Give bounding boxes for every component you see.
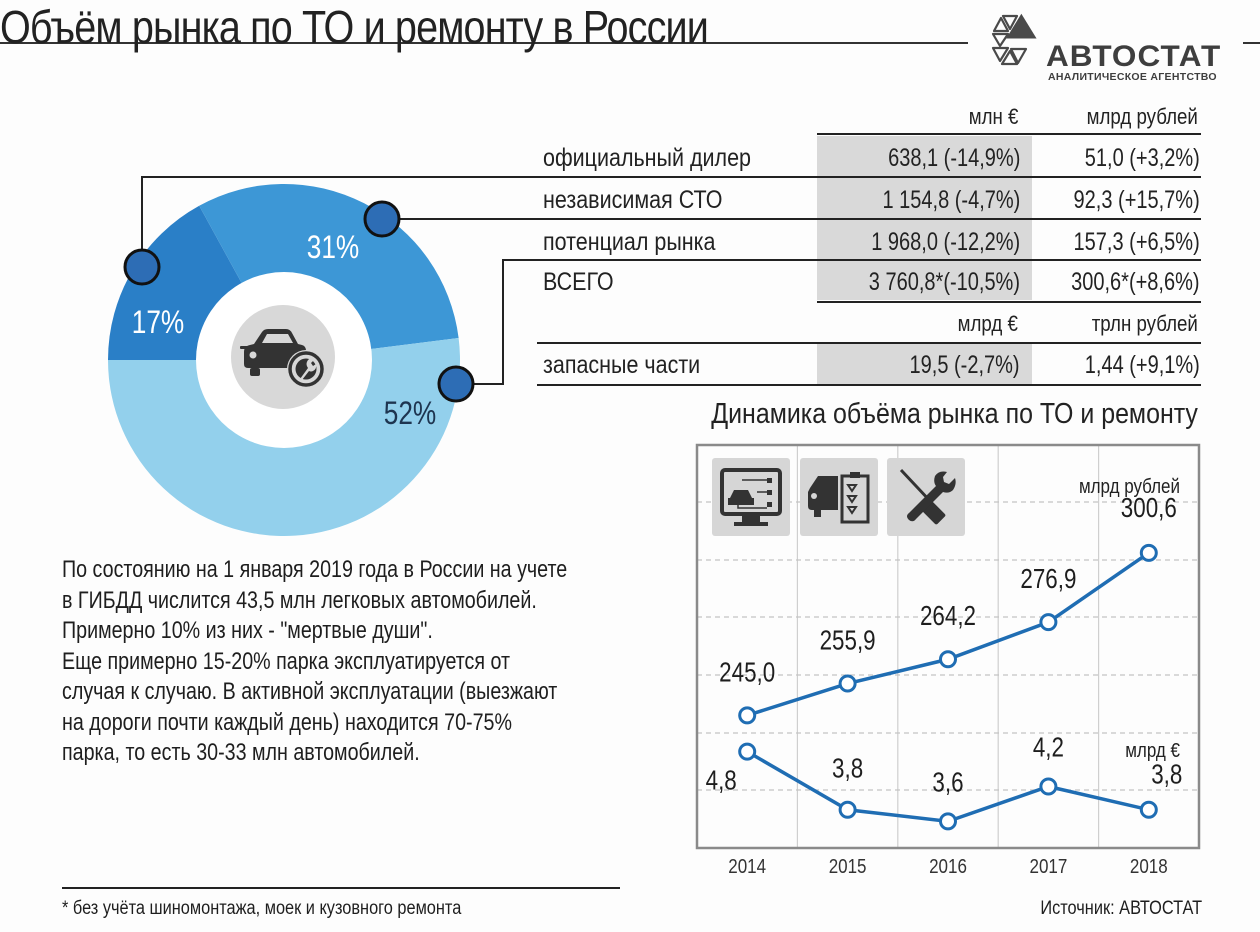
series-rub-data-label: 255,9 bbox=[820, 625, 876, 656]
footnote: * без учёта шиномонтажа, моек и кузовног… bbox=[62, 898, 462, 919]
series-rub-data-label: 300,6 bbox=[1121, 493, 1177, 524]
series-rub-point bbox=[1039, 613, 1058, 632]
row-label: официальный дилер bbox=[543, 144, 752, 172]
row-rule bbox=[537, 384, 1201, 386]
series-eur-data-label: 3,8 bbox=[832, 753, 863, 784]
slice-label-sto: 31% bbox=[307, 231, 360, 266]
header-rule-right bbox=[1243, 42, 1260, 44]
logo-subtitle: АНАЛИТИЧЕСКОЕ АГЕНТСТВО bbox=[1048, 71, 1217, 83]
header-rule-left bbox=[0, 42, 968, 44]
marker-sto bbox=[363, 200, 401, 238]
x-tick-label: 2018 bbox=[1130, 855, 1168, 878]
slice-label-potential: 52% bbox=[384, 397, 437, 432]
x-tick-label: 2016 bbox=[929, 855, 967, 878]
col-header-rub: млрд рублей bbox=[1086, 104, 1198, 129]
logo-mark-icon bbox=[991, 13, 1037, 66]
series-unit-eur: млрд € bbox=[1125, 739, 1180, 762]
series-rub-point bbox=[738, 706, 757, 725]
row-rule bbox=[537, 176, 1201, 178]
tools-icon bbox=[887, 458, 965, 536]
description-text: По состоянию на 1 января 2019 года в Рос… bbox=[62, 555, 570, 769]
marker-potential bbox=[437, 365, 475, 403]
row-eur-value: 638,1 (-14,9%) bbox=[887, 144, 1020, 172]
series-rub-data-label: 264,2 bbox=[920, 601, 976, 632]
row-rub-value: 92,3 (+15,7%) bbox=[1073, 186, 1200, 214]
series-rub-point bbox=[838, 674, 857, 693]
description-paragraph: Примерно 10% из них - "мертвые души". bbox=[62, 617, 433, 644]
series-eur-point bbox=[838, 800, 857, 819]
parts-header-eur: млрд € bbox=[957, 311, 1018, 336]
source-credit: Источник: АВТОСТАТ bbox=[1040, 898, 1202, 919]
row-label: независимая СТО bbox=[543, 186, 723, 214]
series-eur-point bbox=[738, 742, 757, 761]
chart-title: Динамика объёма рынка по ТО и ремонту bbox=[711, 398, 1198, 430]
row-eur-value: 1 154,8 (-4,7%) bbox=[882, 186, 1020, 214]
logo-wordmark: АВТОСТАТ bbox=[1046, 40, 1222, 73]
car-checklist-icon bbox=[800, 458, 878, 536]
description-paragraph: По состоянию на 1 января 2019 года в Рос… bbox=[62, 556, 568, 614]
connector-line-dealer bbox=[141, 176, 540, 267]
row-label: запасные части bbox=[543, 351, 701, 379]
series-eur-point bbox=[1139, 800, 1158, 819]
row-eur-value: 1 968,0 (-12,2%) bbox=[871, 228, 1020, 256]
row-rule bbox=[537, 342, 1201, 344]
x-tick-label: 2017 bbox=[1030, 855, 1068, 878]
row-rule bbox=[817, 301, 1201, 303]
slice-label-dealer: 17% bbox=[132, 306, 185, 341]
series-rub-data-label: 245,0 bbox=[719, 657, 775, 688]
col-header-eur: млн € bbox=[968, 104, 1018, 129]
row-rule bbox=[537, 259, 1201, 261]
page-title: Объём рынка по ТО и ремонту в России bbox=[0, 1, 709, 53]
footnote-rule bbox=[62, 887, 620, 889]
chart-frame bbox=[695, 443, 1201, 850]
line-chart: млрд рублей млрд € 245,0 255,9 264,2 276,9 3… bbox=[695, 443, 1201, 878]
marker-dealer bbox=[123, 248, 161, 286]
connector-line-potential bbox=[456, 259, 540, 385]
series-rub-point bbox=[1139, 543, 1158, 562]
row-label: ВСЕГО bbox=[543, 268, 614, 296]
series-eur-point bbox=[939, 812, 957, 831]
monitor-diagnostics-icon bbox=[712, 458, 790, 536]
series-eur-data-label: 4,2 bbox=[1033, 732, 1064, 763]
row-rub-value: 51,0 (+3,2%) bbox=[1084, 144, 1200, 172]
parts-eur-shade bbox=[817, 344, 1032, 384]
row-rule bbox=[537, 218, 1201, 220]
row-rub-value: 300,6*(+8,6%) bbox=[1071, 268, 1200, 296]
x-tick-label: 2014 bbox=[728, 855, 766, 878]
parts-header-rub: трлн рублей bbox=[1091, 311, 1198, 336]
series-rub-line bbox=[746, 551, 1150, 718]
car-wrench-icon bbox=[240, 329, 325, 388]
row-label: потенциал рынка bbox=[543, 228, 716, 256]
series-rub-point bbox=[939, 650, 957, 669]
series-eur-data-label: 4,8 bbox=[706, 765, 737, 796]
series-eur-data-label: 3,6 bbox=[932, 767, 963, 798]
donut-chart: 17% 31% 52% bbox=[108, 176, 540, 536]
series-eur-point bbox=[1039, 777, 1058, 796]
x-tick-label: 2015 bbox=[829, 855, 867, 878]
row-eur-value: 3 760,8*(-10,5%) bbox=[868, 268, 1020, 296]
row-rub-value: 157,3 (+6,5%) bbox=[1073, 228, 1200, 256]
row-eur-value: 19,5 (-2,7%) bbox=[909, 351, 1020, 379]
table-header-rule bbox=[817, 133, 1201, 135]
row-rub-value: 1,44 (+9,1%) bbox=[1084, 351, 1200, 379]
series-unit-rub: млрд рублей bbox=[1079, 475, 1180, 498]
description-paragraph: Еще примерно 15-20% парка эксплуатируетс… bbox=[62, 647, 558, 767]
series-eur-data-label: 3,8 bbox=[1151, 759, 1182, 790]
series-rub-data-label: 276,9 bbox=[1020, 564, 1076, 595]
